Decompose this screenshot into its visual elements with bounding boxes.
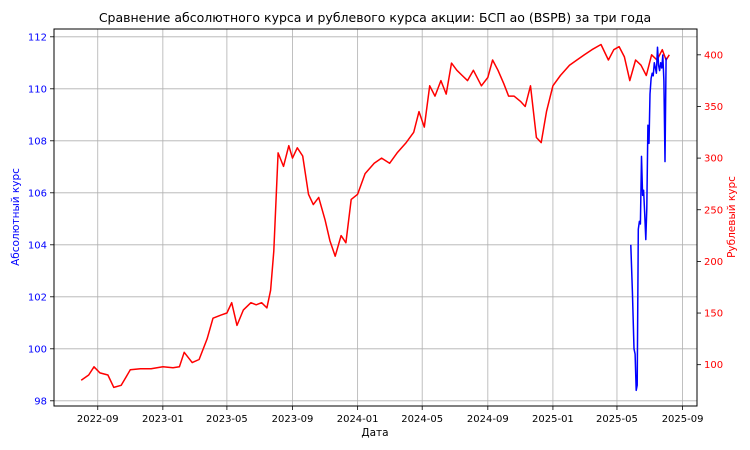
x-tick-label: 2025-05 xyxy=(596,414,638,425)
right-tick-label: 250 xyxy=(704,205,723,216)
left-tick-label: 102 xyxy=(28,292,47,303)
absolute-series-line xyxy=(630,46,667,392)
right-tick-label: 350 xyxy=(704,102,723,113)
left-tick-label: 98 xyxy=(34,396,47,407)
left-y-axis: 98 100 102 104 106 108 110 112 xyxy=(28,32,54,407)
x-tick-label: 2024-01 xyxy=(337,414,379,425)
x-tick-label: 2023-09 xyxy=(272,414,314,425)
left-tick-label: 110 xyxy=(28,84,47,95)
left-tick-label: 100 xyxy=(28,344,47,355)
x-tick-label: 2023-05 xyxy=(206,414,248,425)
x-axis-label: Дата xyxy=(361,427,388,439)
chart-title: Сравнение абсолютного курса и рублевого … xyxy=(99,10,651,25)
absolute-series xyxy=(630,46,667,392)
left-tick-label: 106 xyxy=(28,188,47,199)
left-tick-label: 108 xyxy=(28,136,47,147)
x-tick-label: 2024-05 xyxy=(401,414,443,425)
right-tick-label: 400 xyxy=(704,50,723,61)
x-axis: 2022-09 2023-01 2023-05 2023-09 2024-01 2024-… xyxy=(77,406,704,425)
x-tick-label: 2024-09 xyxy=(467,414,509,425)
right-tick-label: 200 xyxy=(704,257,723,268)
ruble-series-line xyxy=(80,43,670,389)
left-tick-label: 104 xyxy=(28,240,47,251)
x-tick-label: 2025-09 xyxy=(662,414,704,425)
right-y-axis: 100 150 200 250 300 350 400 xyxy=(697,50,723,371)
left-y-axis-label: Абсолютный курс xyxy=(10,168,22,266)
left-tick-label: 112 xyxy=(28,32,47,43)
x-tick-label: 2025-01 xyxy=(532,414,574,425)
x-tick-label: 2023-01 xyxy=(142,414,184,425)
right-tick-label: 300 xyxy=(704,154,723,165)
right-tick-label: 150 xyxy=(704,309,723,320)
right-tick-label: 100 xyxy=(704,360,723,371)
x-tick-label: 2022-09 xyxy=(77,414,119,425)
right-y-axis-label: Рублевый курс xyxy=(726,176,738,258)
plot-frame xyxy=(53,28,698,407)
grid xyxy=(54,29,697,406)
ruble-series xyxy=(80,43,670,389)
